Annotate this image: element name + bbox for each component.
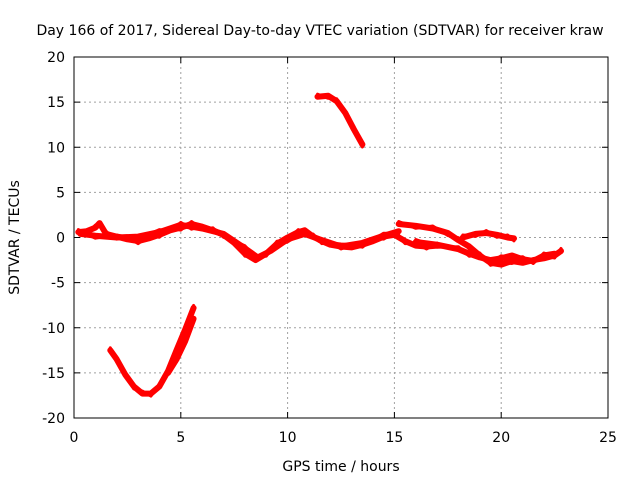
series-arc-main-2-band [78,220,401,262]
x-tick-label: 10 [279,430,297,446]
series-arc-evening-2-band [414,238,557,265]
y-tick-label: -5 [51,276,65,292]
plot-area [75,92,564,398]
axis-ticks: 0 5 10 15 20 25 -20 -15 -10 -5 0 5 10 15 20 [42,50,617,446]
series-arc-low-2-band [166,319,196,372]
y-tick-label: -10 [42,321,65,337]
y-tick-label: -20 [42,411,65,427]
plot-frame [73,56,609,419]
y-tick-label: 15 [47,95,65,111]
x-tick-label: 5 [176,430,185,446]
x-axis-label: GPS time / hours [282,459,399,475]
series-arc-high-band [316,92,364,149]
y-tick-label: 10 [47,140,65,156]
x-tick-label: 20 [492,430,510,446]
y-axis-label: SDTVAR / TECUs [7,180,23,295]
y-tick-label: 20 [47,50,65,66]
y-tick-label: 5 [56,185,65,201]
y-tick-label: -15 [42,366,65,382]
series-arc-low-band [108,303,196,398]
x-tick-label: 15 [385,430,403,446]
series-arc-short-band [461,229,516,243]
chart-title: Day 166 of 2017, Sidereal Day-to-day VTE… [36,23,603,39]
grid [74,57,608,418]
x-tick-label: 0 [70,430,79,446]
y-tick-label: 0 [56,231,65,247]
x-tick-label: 25 [599,430,617,446]
